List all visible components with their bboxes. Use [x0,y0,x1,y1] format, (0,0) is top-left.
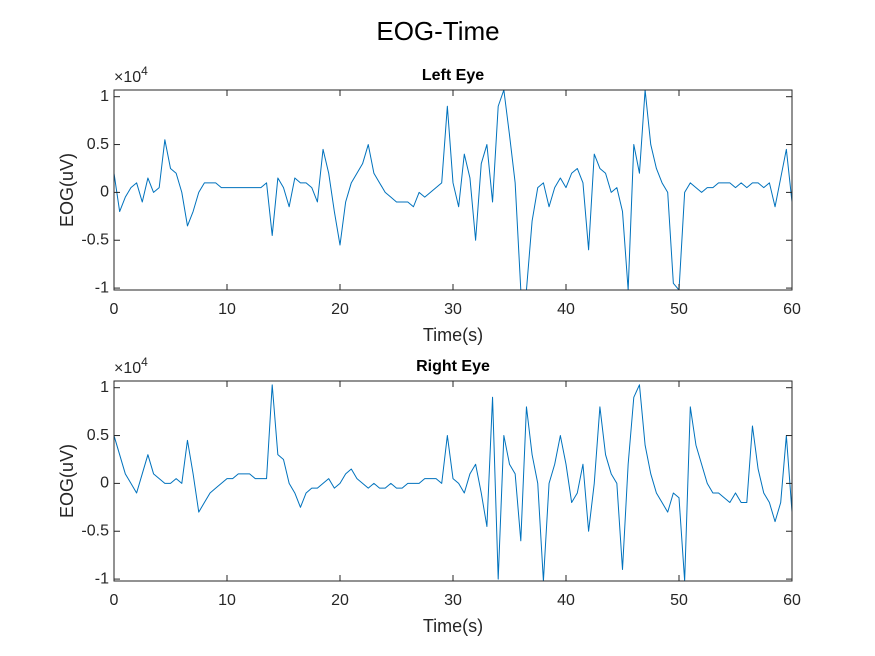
x-axis-label: Time(s) [423,616,483,636]
y-axis-label: EOG(uV) [57,153,77,227]
y-tick-label: 1 [100,379,109,396]
x-tick-label: 30 [444,592,462,609]
x-tick-label: 0 [110,592,119,609]
signal-line [114,384,792,581]
axes-title: Right Eye [416,358,490,375]
x-tick-label: 50 [670,301,688,318]
y-multiplier: ×104 [114,64,148,86]
x-tick-label: 20 [331,301,349,318]
y-tick-label: 0.5 [87,427,109,444]
y-multiplier-base: ×10 [114,360,141,377]
y-multiplier-exponent: 4 [141,355,148,369]
y-axis-label: EOG(uV) [57,444,77,518]
x-tick-label: 40 [557,301,575,318]
x-tick-label: 10 [218,592,236,609]
y-tick-label: -1 [95,279,109,296]
x-tick-label: 60 [783,301,801,318]
plot-area [114,90,792,290]
x-tick-label: 50 [670,592,688,609]
y-tick-label: 0.5 [87,136,109,153]
y-tick-label: -0.5 [81,231,109,248]
figure-title: EOG-Time [376,16,499,46]
y-tick-label: 1 [100,88,109,105]
axes-background [114,381,792,581]
x-tick-label: 40 [557,592,575,609]
y-tick-label: 0 [100,475,109,492]
x-tick-label: 0 [110,301,119,318]
x-axis-label: Time(s) [423,325,483,345]
signal-line [114,90,792,290]
y-tick-label: -0.5 [81,522,109,539]
y-multiplier-base: ×10 [114,69,141,86]
x-tick-label: 60 [783,592,801,609]
y-multiplier: ×104 [114,355,148,377]
x-tick-label: 10 [218,301,236,318]
x-tick-label: 30 [444,301,462,318]
x-tick-label: 20 [331,592,349,609]
plot-area [114,384,792,581]
axes-background [114,90,792,290]
axes-title: Left Eye [422,67,484,84]
y-tick-label: 0 [100,184,109,201]
y-multiplier-exponent: 4 [141,64,148,78]
y-tick-label: -1 [95,570,109,587]
